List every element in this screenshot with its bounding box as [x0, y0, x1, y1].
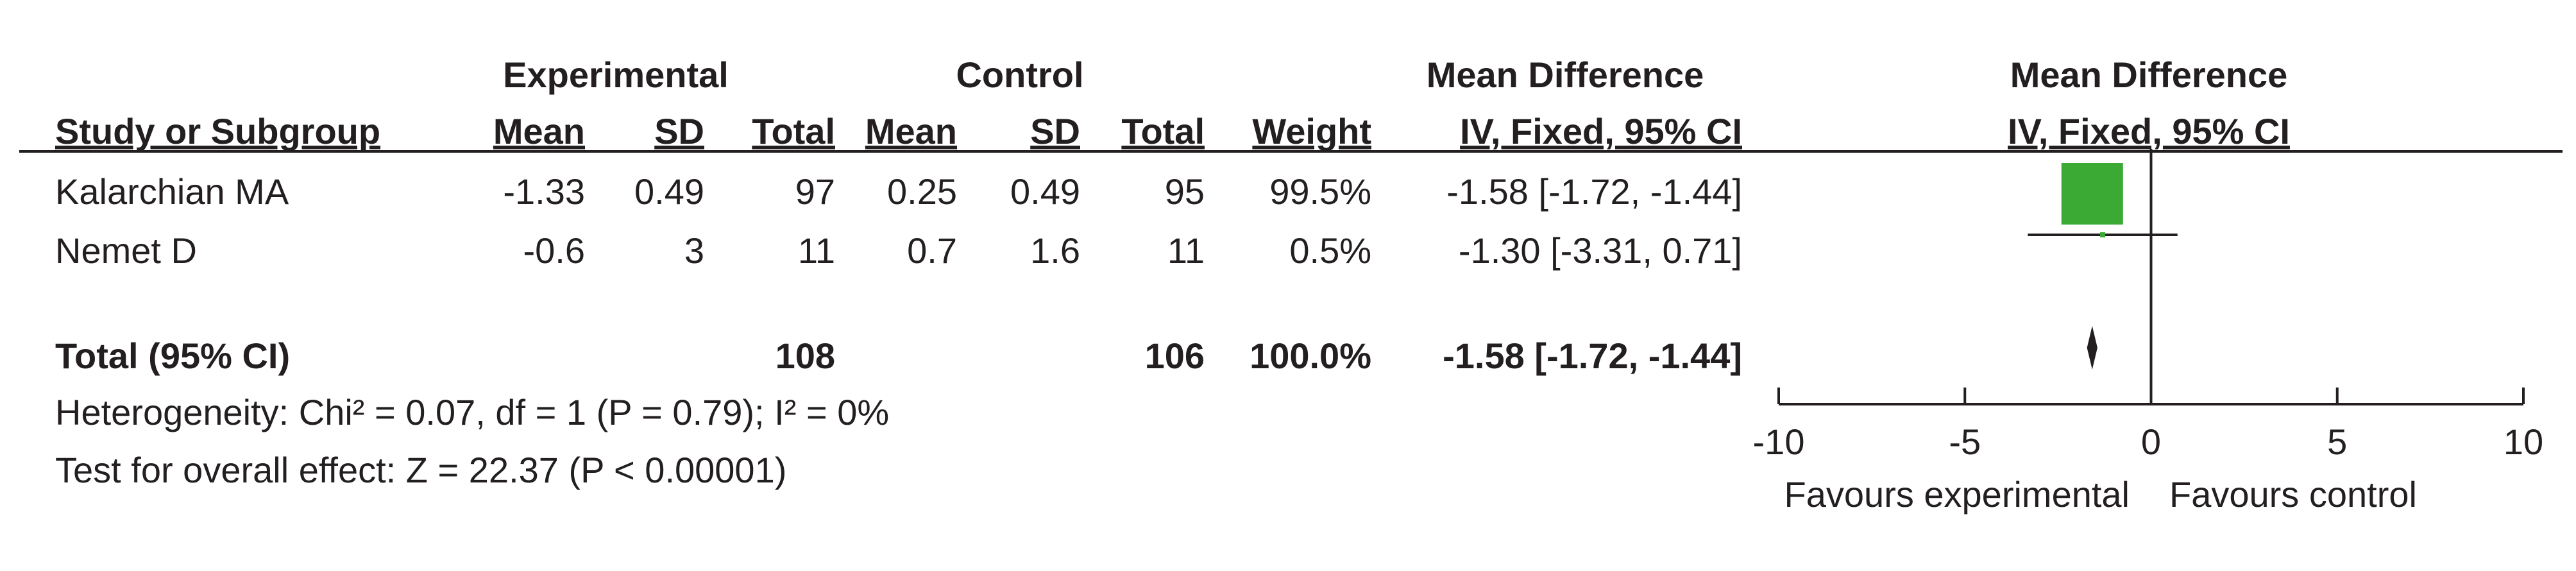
- header-method-text: IV, Fixed, 95% CI: [1460, 111, 1742, 151]
- header-group-control: Control: [956, 55, 1083, 95]
- x-tick-label: 0: [2141, 422, 2161, 462]
- header-weight: Weight: [1252, 111, 1371, 151]
- x-tick-label: -5: [1949, 422, 1981, 462]
- study-name: Kalarchian MA: [55, 171, 289, 212]
- header-method-plot: IV, Fixed, 95% CI: [2008, 111, 2290, 151]
- heterogeneity-text: Heterogeneity: Chi² = 0.07, df = 1 (P = …: [55, 392, 889, 432]
- plot-area: -10 -5 0 5 10: [1753, 149, 2543, 462]
- favours-control-label: Favours control: [2169, 474, 2417, 515]
- study-ctl-sd: 1.6: [1030, 230, 1080, 271]
- favours-experimental-label: Favours experimental: [1784, 474, 2130, 515]
- study-exp-mean: -1.33: [503, 171, 585, 212]
- header-group-mean-difference-text: Mean Difference: [1427, 55, 1704, 95]
- header-exp-mean: Mean: [493, 111, 585, 151]
- study-weight: 99.5%: [1269, 171, 1371, 212]
- study-ctl-total: 95: [1165, 171, 1205, 212]
- study-square: [2100, 232, 2106, 237]
- study-ctl-total: 11: [1167, 230, 1205, 271]
- study-exp-sd: 3: [684, 230, 704, 271]
- study-square: [2061, 163, 2123, 225]
- header-exp-total: Total: [752, 111, 835, 151]
- header-study: Study or Subgroup: [55, 111, 380, 151]
- total-ci-text: -1.58 [-1.72, -1.44]: [1443, 336, 1742, 376]
- header-ctl-sd: SD: [1030, 111, 1080, 151]
- total-ctl-total: 106: [1145, 336, 1205, 376]
- header-exp-sd: SD: [654, 111, 704, 151]
- study-exp-total: 97: [795, 171, 835, 212]
- study-ctl-sd: 0.49: [1010, 171, 1080, 212]
- study-ci-text: -1.30 [-3.31, 0.71]: [1459, 230, 1742, 271]
- study-exp-sd: 0.49: [634, 171, 704, 212]
- pooled-diamond: [2087, 326, 2097, 370]
- x-tick-label: -10: [1753, 422, 1805, 462]
- x-tick-label: 10: [2504, 422, 2543, 462]
- total-weight: 100.0%: [1250, 336, 1371, 376]
- study-name: Nemet D: [55, 230, 197, 271]
- study-exp-total: 11: [798, 230, 835, 271]
- study-ctl-mean: 0.25: [887, 171, 957, 212]
- study-ci-text: -1.58 [-1.72, -1.44]: [1446, 171, 1742, 212]
- total-exp-total: 108: [775, 336, 835, 376]
- study-exp-mean: -0.6: [523, 230, 586, 271]
- header-ctl-total: Total: [1121, 111, 1205, 151]
- x-tick-label: 5: [2327, 422, 2347, 462]
- overall-effect-text: Test for overall effect: Z = 22.37 (P < …: [55, 450, 786, 490]
- header-ctl-mean: Mean: [865, 111, 957, 151]
- header-group-experimental: Experimental: [503, 55, 729, 95]
- total-label: Total (95% CI): [55, 336, 290, 376]
- header-group-mean-difference-plot: Mean Difference: [2010, 55, 2288, 95]
- study-ctl-mean: 0.7: [907, 230, 957, 271]
- study-weight: 0.5%: [1289, 230, 1371, 271]
